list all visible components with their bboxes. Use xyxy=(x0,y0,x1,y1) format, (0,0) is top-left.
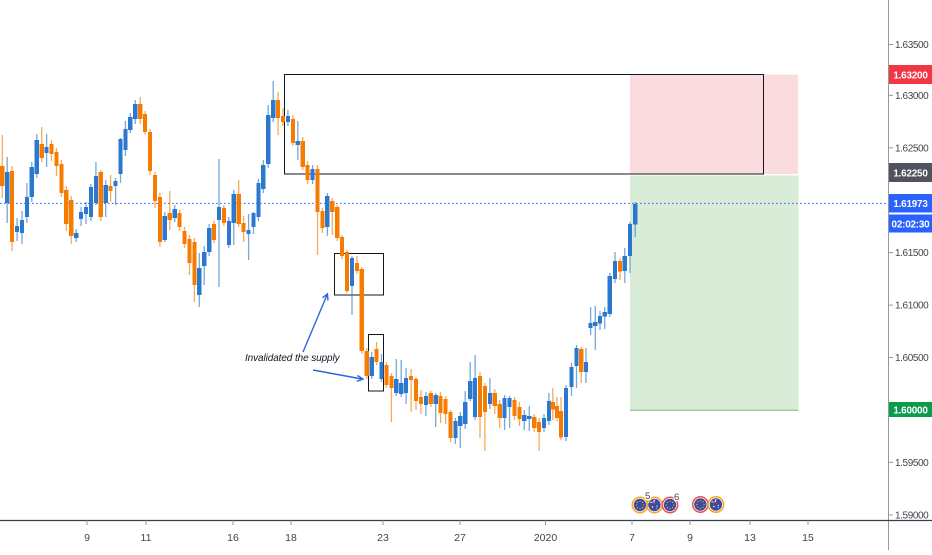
svg-text:16: 16 xyxy=(227,532,239,544)
svg-text:18: 18 xyxy=(285,532,297,544)
svg-text:27: 27 xyxy=(454,532,466,544)
svg-text:9: 9 xyxy=(84,532,90,544)
svg-text:1.61500: 1.61500 xyxy=(895,248,929,259)
svg-text:1.62500: 1.62500 xyxy=(895,143,929,154)
svg-text:1.63500: 1.63500 xyxy=(895,40,929,51)
svg-text:13: 13 xyxy=(744,532,756,544)
svg-text:1.63200: 1.63200 xyxy=(893,70,928,81)
svg-text:6: 6 xyxy=(674,492,679,503)
svg-text:15: 15 xyxy=(802,532,814,544)
svg-text:1.60500: 1.60500 xyxy=(895,353,929,364)
svg-text:1.63000: 1.63000 xyxy=(895,91,929,102)
svg-text:1.59000: 1.59000 xyxy=(895,511,929,522)
svg-text:1.60000: 1.60000 xyxy=(893,405,928,416)
svg-text:1.61000: 1.61000 xyxy=(895,301,929,312)
svg-text:11: 11 xyxy=(141,532,152,544)
svg-text:Invalidated the supply: Invalidated the supply xyxy=(245,353,341,364)
svg-text:5: 5 xyxy=(645,491,650,502)
svg-text:7: 7 xyxy=(629,532,635,544)
svg-text:1.59500: 1.59500 xyxy=(895,458,929,469)
svg-text:1.62250: 1.62250 xyxy=(893,168,928,179)
svg-text:1.61973: 1.61973 xyxy=(893,199,928,210)
svg-text:02:02:30: 02:02:30 xyxy=(892,219,931,230)
svg-text:2020: 2020 xyxy=(534,532,558,544)
svg-text:23: 23 xyxy=(377,532,389,544)
svg-text:9: 9 xyxy=(687,532,693,544)
